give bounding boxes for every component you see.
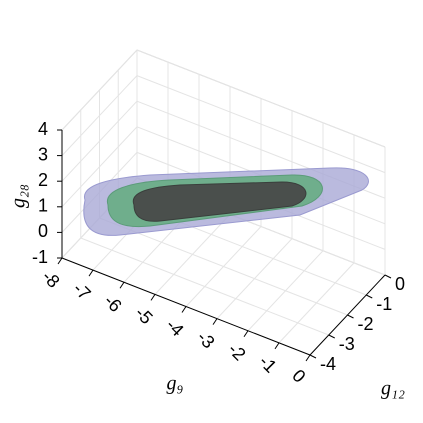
y-tick-label: -1 [376, 294, 392, 314]
grid-line [61, 126, 138, 208]
z-tick-label: 2 [38, 170, 48, 190]
y-tick-label: -2 [358, 314, 374, 334]
x-tick [150, 294, 156, 301]
x-tick [88, 269, 94, 277]
y-tick [366, 294, 373, 299]
z-axis-label: g₂₈ [8, 184, 30, 208]
y-tick [328, 334, 335, 339]
y-tick [384, 274, 392, 279]
x-tick [212, 318, 218, 325]
z-tick-label: 0 [38, 221, 48, 241]
x-tick-label: -6 [100, 291, 125, 316]
grid-line [99, 217, 348, 316]
x-tick [274, 342, 280, 350]
grid-line [80, 237, 329, 336]
x-tick-label: 0 [288, 366, 309, 387]
x-tick-label: -3 [193, 327, 218, 352]
grid-line [61, 75, 138, 156]
x-tick-label: -5 [131, 303, 156, 328]
x-axis-label: g₉ [167, 373, 184, 395]
y-tick-label: 0 [395, 274, 405, 294]
x-tick-label: -2 [224, 339, 249, 364]
x-tick-label: -1 [255, 351, 280, 376]
x-axis-line [61, 257, 311, 356]
x-tick [119, 281, 125, 289]
y-tick-label: -3 [339, 334, 355, 354]
x-tick [243, 330, 249, 338]
z-tick-label: 4 [38, 119, 48, 139]
x-tick-label: -4 [162, 315, 187, 340]
x-tick-label: -7 [69, 279, 94, 304]
inner-surface [132, 181, 307, 222]
surfaces [83, 167, 369, 236]
y-tick-label: -4 [320, 354, 336, 374]
y-axis-line [309, 274, 386, 356]
x-tick [305, 354, 311, 362]
grid-line [61, 49, 138, 131]
x-tick-label: -8 [38, 266, 63, 291]
x-tick [57, 257, 63, 265]
y-tick [347, 314, 354, 319]
z-tick-label: 3 [38, 144, 48, 164]
grid-line [136, 75, 386, 174]
grid-line [61, 100, 138, 182]
grid [61, 49, 386, 356]
grid-line [136, 49, 386, 148]
y-axis-label: g₁₂ [381, 378, 405, 400]
z-tick-label: 1 [38, 196, 48, 216]
y-tick [309, 354, 317, 359]
x-tick [181, 306, 187, 313]
z-tick-label: -1 [32, 247, 48, 267]
